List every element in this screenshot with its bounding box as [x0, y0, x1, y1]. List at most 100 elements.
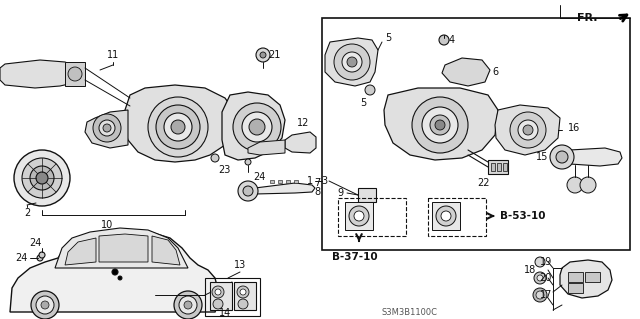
Text: 13: 13 — [234, 260, 246, 270]
Polygon shape — [255, 183, 315, 194]
Polygon shape — [55, 228, 188, 268]
Text: 17: 17 — [540, 290, 552, 300]
Bar — [497, 163, 501, 171]
Circle shape — [118, 276, 122, 280]
Bar — [234, 282, 256, 310]
Circle shape — [550, 145, 574, 169]
Circle shape — [22, 158, 62, 198]
Circle shape — [148, 97, 208, 157]
Text: 4: 4 — [449, 35, 455, 45]
Text: 24: 24 — [15, 253, 28, 263]
Circle shape — [233, 103, 281, 151]
Bar — [488, 160, 508, 174]
Bar — [432, 202, 460, 230]
Text: 23: 23 — [218, 165, 230, 175]
Text: S3M3B1100C: S3M3B1100C — [382, 308, 438, 317]
Bar — [568, 283, 583, 293]
Circle shape — [39, 252, 45, 258]
Text: 2: 2 — [24, 208, 30, 218]
Circle shape — [212, 286, 224, 298]
Circle shape — [31, 291, 59, 319]
Circle shape — [535, 257, 545, 267]
Circle shape — [36, 296, 54, 314]
Polygon shape — [384, 88, 498, 160]
Circle shape — [93, 114, 121, 142]
Bar — [503, 163, 507, 171]
Text: 22: 22 — [477, 178, 490, 188]
Polygon shape — [248, 140, 285, 155]
Bar — [205, 278, 260, 316]
Circle shape — [41, 301, 49, 309]
Text: 12: 12 — [297, 118, 309, 128]
Circle shape — [441, 211, 451, 221]
Circle shape — [334, 44, 370, 80]
Polygon shape — [99, 234, 148, 262]
Circle shape — [365, 85, 375, 95]
Circle shape — [184, 301, 192, 309]
Circle shape — [179, 296, 197, 314]
Circle shape — [412, 97, 468, 153]
Text: FR.: FR. — [577, 13, 598, 23]
Text: 10: 10 — [101, 220, 113, 230]
Text: 18: 18 — [524, 265, 536, 275]
Circle shape — [523, 125, 533, 135]
Text: 11: 11 — [107, 50, 119, 60]
Circle shape — [238, 181, 258, 201]
Circle shape — [245, 159, 251, 165]
Polygon shape — [85, 110, 128, 148]
Circle shape — [36, 172, 48, 184]
Polygon shape — [294, 180, 298, 183]
Bar — [210, 282, 232, 310]
Circle shape — [213, 299, 223, 309]
Text: B-53-10: B-53-10 — [500, 211, 545, 221]
Circle shape — [256, 48, 270, 62]
Text: 24: 24 — [29, 238, 41, 248]
Circle shape — [215, 289, 221, 295]
Circle shape — [103, 124, 111, 132]
Circle shape — [349, 206, 369, 226]
Bar — [65, 62, 85, 86]
Circle shape — [156, 105, 200, 149]
Circle shape — [439, 35, 449, 45]
Circle shape — [518, 120, 538, 140]
Polygon shape — [152, 236, 180, 265]
Text: 5: 5 — [385, 33, 391, 43]
Text: 3: 3 — [321, 176, 327, 186]
Polygon shape — [10, 230, 218, 312]
Circle shape — [435, 120, 445, 130]
Circle shape — [242, 112, 272, 142]
Polygon shape — [570, 148, 622, 166]
Text: 5: 5 — [360, 98, 366, 108]
Circle shape — [422, 107, 458, 143]
Text: 1: 1 — [307, 176, 313, 186]
Bar — [345, 202, 373, 230]
Text: 20: 20 — [540, 273, 552, 283]
Polygon shape — [560, 260, 612, 298]
Circle shape — [174, 291, 202, 319]
Circle shape — [556, 151, 568, 163]
Polygon shape — [278, 180, 282, 183]
Circle shape — [112, 269, 118, 275]
Circle shape — [347, 57, 357, 67]
Circle shape — [14, 150, 70, 206]
Text: 7: 7 — [314, 178, 320, 188]
Bar — [338, 198, 406, 236]
Polygon shape — [495, 105, 560, 155]
Circle shape — [164, 113, 192, 141]
Bar — [491, 163, 495, 171]
Circle shape — [430, 115, 450, 135]
Polygon shape — [0, 60, 82, 88]
Circle shape — [68, 67, 82, 81]
Text: 9: 9 — [337, 188, 343, 198]
Text: 19: 19 — [540, 257, 552, 267]
Circle shape — [37, 255, 43, 261]
Circle shape — [260, 52, 266, 58]
Circle shape — [354, 211, 364, 221]
Polygon shape — [123, 85, 235, 162]
Circle shape — [243, 186, 253, 196]
Bar — [322, 18, 630, 250]
Circle shape — [580, 177, 596, 193]
Polygon shape — [65, 238, 96, 265]
Circle shape — [237, 286, 249, 298]
Circle shape — [249, 119, 265, 135]
